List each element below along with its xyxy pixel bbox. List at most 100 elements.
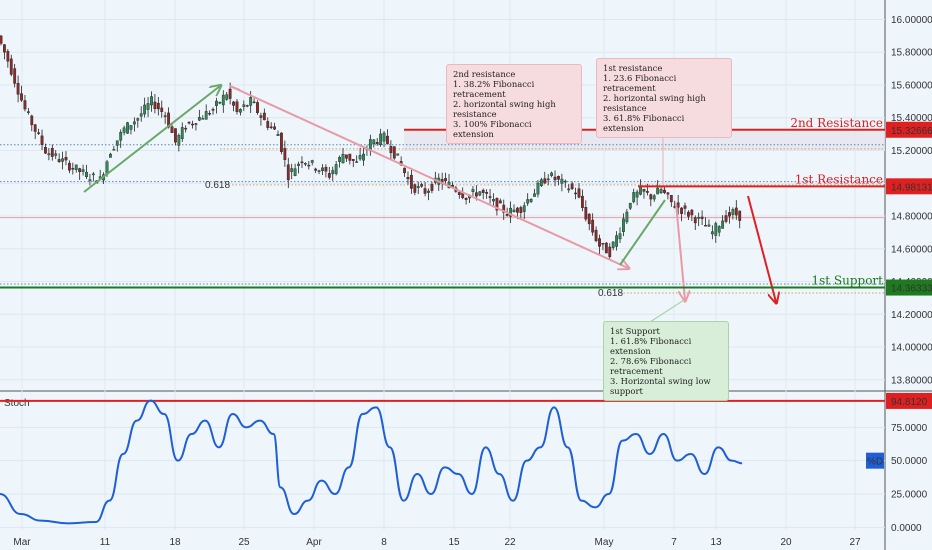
annotation-2nd-resistance: 2nd resistance 1. 38.2% Fibonacci retrac… (446, 64, 582, 144)
level-price-label: 15.32666 (891, 126, 932, 137)
candle (341, 148, 345, 164)
y-tick-label: 14.80000 (891, 212, 932, 223)
annotation-1st-support: 1st Support 1. 61.8% Fibonacci extension… (603, 321, 729, 401)
stoch-y-tick-label: 50.0000 (891, 456, 928, 467)
candle (303, 162, 307, 167)
candle (57, 153, 61, 163)
candle-body (317, 170, 321, 172)
candle (416, 181, 420, 195)
candle-body (608, 246, 612, 257)
candle (704, 217, 707, 227)
candle (16, 75, 20, 103)
candle (618, 227, 622, 243)
candle-body (495, 198, 499, 211)
candle (293, 163, 297, 177)
indicator-label-tag (866, 452, 884, 469)
price-axis-bg (885, 0, 932, 550)
candle-body (423, 188, 427, 194)
y-tick-label: 15.60000 (891, 80, 932, 91)
candle-body (478, 191, 482, 196)
candle-body (389, 146, 393, 154)
candle-body (652, 195, 656, 200)
candle-body (604, 242, 608, 254)
main-panel-bg (0, 0, 885, 390)
candle-body (656, 187, 660, 195)
candle (112, 145, 116, 151)
candle (502, 199, 506, 220)
candle (683, 202, 687, 215)
candle-body (355, 161, 359, 163)
candle-body (396, 153, 400, 156)
candle (348, 153, 352, 165)
candle (88, 173, 92, 186)
y-tick-label: 15.20000 (891, 146, 932, 157)
candle (396, 153, 400, 156)
candle (232, 100, 235, 112)
candle-body (235, 101, 239, 112)
candle (180, 122, 184, 143)
candle (526, 193, 530, 207)
candle (635, 189, 639, 206)
candle (649, 193, 653, 207)
candle-body (314, 168, 318, 171)
candle (71, 162, 75, 175)
candle-body (533, 193, 536, 197)
stoch-panel-bg (0, 394, 885, 530)
candle-body (256, 102, 259, 113)
level-name: 1st Support (811, 274, 883, 288)
candle-body (334, 164, 338, 174)
candle (406, 171, 410, 185)
candle (519, 205, 523, 218)
annotation-1st-resistance: 1st resistance 1. 23.6 Fibonacci retrace… (596, 58, 732, 138)
candle (132, 117, 136, 132)
candle (235, 99, 239, 115)
candle (143, 97, 147, 118)
candle-body (13, 68, 17, 84)
candle (714, 221, 718, 243)
candle (550, 171, 554, 178)
candle (724, 210, 728, 224)
level-price-tag (886, 121, 932, 138)
candle (269, 122, 273, 130)
candle (259, 112, 263, 126)
candle-body (232, 101, 235, 106)
candle-body (362, 153, 365, 161)
y-tick-label: 15.80000 (891, 48, 932, 59)
candle-body (481, 189, 485, 193)
candle-body (146, 103, 150, 110)
candle (156, 96, 160, 116)
candle (690, 208, 694, 222)
candle-body (303, 163, 307, 165)
candle-body (150, 96, 153, 106)
candle (129, 125, 133, 135)
candle-body (700, 216, 704, 219)
candle (379, 128, 383, 147)
candle-body (191, 123, 194, 126)
candle-body (598, 238, 601, 247)
candle-body (697, 217, 701, 219)
candle (533, 188, 536, 197)
candle-body (546, 178, 550, 181)
candle-body (170, 126, 174, 133)
x-tick-label: 20 (780, 537, 792, 548)
stoch-title: Stoch (4, 398, 30, 409)
x-tick-label: 25 (238, 537, 250, 548)
candle (262, 108, 266, 121)
candle-body (174, 128, 177, 143)
candle (317, 169, 321, 175)
candle-body (259, 115, 263, 118)
candle (321, 164, 324, 176)
candle-body (218, 102, 222, 104)
candle (577, 183, 581, 199)
candle-body (54, 153, 58, 156)
candle (290, 163, 294, 180)
candle-body (420, 184, 424, 187)
candle (351, 159, 355, 168)
candle (184, 125, 188, 133)
candle (177, 133, 181, 152)
candle (50, 144, 54, 161)
candle-body (563, 180, 567, 183)
candle (529, 198, 533, 204)
candle-body (23, 100, 27, 110)
